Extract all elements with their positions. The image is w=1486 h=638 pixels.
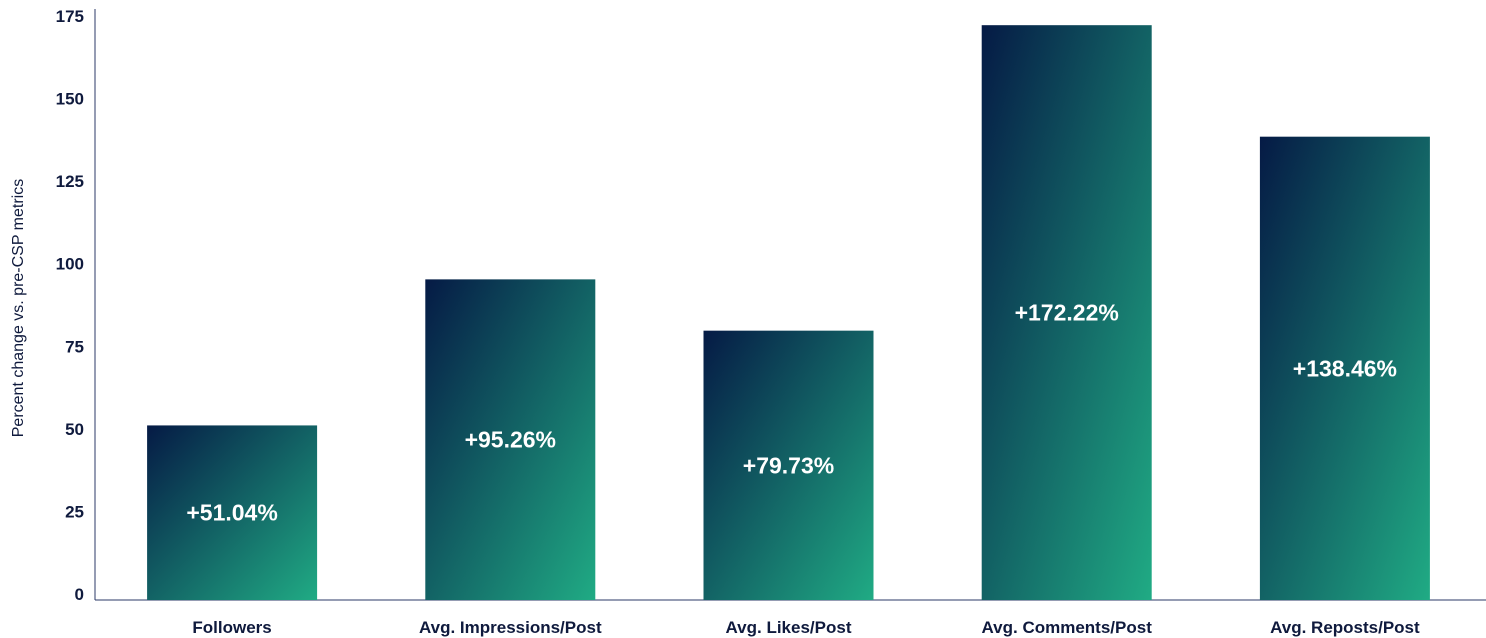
y-tick-label: 175 <box>56 7 84 26</box>
bar-value-label: +79.73% <box>743 452 834 478</box>
bar-value-label: +95.26% <box>465 427 556 453</box>
x-category-label: Avg. Impressions/Post <box>419 618 602 637</box>
y-tick-label: 50 <box>65 420 84 439</box>
bar-value-label: +138.46% <box>1293 355 1397 381</box>
bar <box>147 425 318 600</box>
x-axis-labels: Followers Avg. Impressions/Post Avg. Likes… <box>192 618 1420 637</box>
bar-value-label: +51.04% <box>186 500 277 526</box>
y-tick-label: 25 <box>65 502 84 521</box>
x-category-label: Avg. Comments/Post <box>982 618 1153 637</box>
x-category-label: Followers <box>192 618 271 637</box>
x-category-label: Avg. Likes/Post <box>726 618 852 637</box>
y-tick-label: 0 <box>75 585 84 604</box>
bar-value-label: +172.22% <box>1015 300 1119 326</box>
bars-group <box>147 25 1430 600</box>
bar <box>1259 136 1430 600</box>
x-category-label: Avg. Reposts/Post <box>1270 618 1420 637</box>
y-tick-label: 100 <box>56 255 84 274</box>
y-tick-label: 150 <box>56 90 84 109</box>
y-axis-ticks: 0 25 50 75 100 125 150 175 <box>56 7 84 604</box>
bar <box>703 330 874 600</box>
data-labels-group: +51.04% +95.26% +79.73% +172.22% +138.46% <box>186 300 1397 526</box>
y-tick-label: 125 <box>56 172 84 191</box>
bar <box>981 25 1152 600</box>
y-tick-label: 75 <box>65 337 84 356</box>
y-axis-title: Percent change vs. pre-CSP metrics <box>10 179 27 437</box>
bar <box>425 279 596 600</box>
